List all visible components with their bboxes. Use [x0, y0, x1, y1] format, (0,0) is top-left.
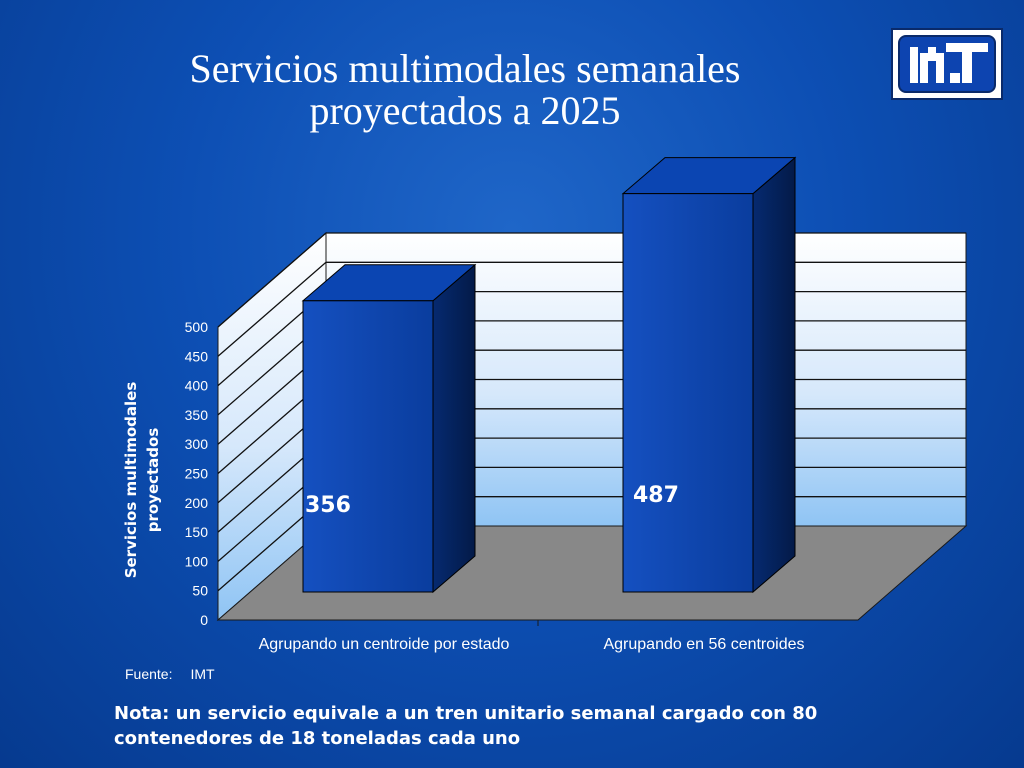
y-tick-label: 450: [185, 348, 209, 364]
y-tick-label: 200: [185, 495, 209, 511]
footnote-line-1: Nota: un servicio equivale a un tren uni…: [114, 703, 818, 724]
title-line-1: Servicios multimodales semanales: [189, 46, 741, 91]
y-axis-label-line: Servicios multimodales: [122, 382, 140, 579]
y-tick-label: 100: [185, 553, 209, 569]
source-label: Fuente:: [125, 666, 173, 682]
data-label: 356: [305, 493, 351, 518]
footnote: Nota: un servicio equivale a un tren uni…: [114, 701, 934, 751]
y-tick-label: 500: [185, 319, 209, 335]
page-title: Servicios multimodales semanales proyect…: [70, 48, 860, 132]
bar-side: [752, 156, 796, 594]
bar: [622, 193, 754, 593]
y-tick-label: 0: [200, 612, 208, 628]
source-value: IMT: [190, 666, 215, 682]
logo-badge: [898, 35, 996, 93]
x-tick-label: Agrupando en 56 centroides: [603, 636, 804, 653]
bar-side: [432, 263, 476, 594]
y-tick-label: 400: [185, 378, 209, 394]
logo-lettering: [910, 43, 988, 83]
y-tick-label: 50: [192, 583, 208, 599]
data-label: 487: [633, 483, 679, 508]
bar: [302, 300, 434, 593]
y-tick-label: 250: [185, 466, 209, 482]
y-axis-label-line: proyectados: [144, 428, 162, 533]
x-tick-label: Agrupando un centroide por estado: [259, 636, 510, 653]
source-line: Fuente: IMT: [125, 666, 215, 682]
y-tick-label: 300: [185, 436, 209, 452]
y-axis-label: Servicios multimodales proyectados: [122, 382, 162, 579]
footnote-line-2: contenedores de 18 toneladas cada uno: [114, 728, 521, 749]
y-tick-label: 150: [185, 524, 209, 540]
imt-logo-icon: [891, 28, 1003, 100]
title-line-2: proyectados a 2025: [309, 88, 621, 133]
y-tick-label: 350: [185, 407, 209, 423]
